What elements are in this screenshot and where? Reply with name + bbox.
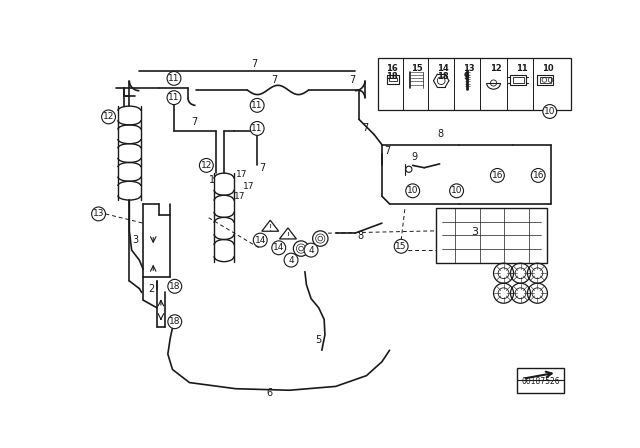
Bar: [538, 74, 553, 85]
Text: 2: 2: [148, 284, 154, 294]
Bar: [511, 74, 526, 85]
Bar: [540, 77, 550, 83]
Text: 11: 11: [168, 93, 180, 102]
Circle shape: [102, 110, 115, 124]
Bar: [389, 78, 397, 82]
Text: 5: 5: [316, 335, 322, 345]
Text: 18: 18: [169, 317, 180, 326]
Text: 16: 16: [492, 171, 503, 180]
Text: 13: 13: [463, 64, 475, 73]
Text: 15: 15: [396, 242, 407, 251]
Bar: [378, 58, 570, 110]
Text: 4: 4: [288, 256, 294, 265]
Circle shape: [531, 168, 545, 182]
Text: 11: 11: [168, 74, 180, 83]
Circle shape: [250, 99, 264, 112]
Text: 10: 10: [451, 186, 462, 195]
Text: 3: 3: [471, 227, 478, 237]
Circle shape: [543, 104, 557, 118]
Text: 16: 16: [532, 171, 544, 180]
Text: 8: 8: [357, 231, 364, 241]
Circle shape: [304, 243, 318, 257]
Text: 9: 9: [463, 72, 469, 81]
Text: 12: 12: [201, 161, 212, 170]
Circle shape: [92, 207, 106, 221]
Text: 18: 18: [437, 72, 449, 81]
Text: 8: 8: [437, 129, 444, 139]
Text: 15: 15: [411, 64, 423, 73]
Text: 14: 14: [273, 243, 284, 252]
Text: 18: 18: [169, 282, 180, 291]
Text: 3: 3: [132, 235, 139, 245]
Circle shape: [394, 239, 408, 253]
Circle shape: [253, 233, 267, 247]
Text: 6: 6: [266, 388, 273, 398]
Text: 7: 7: [271, 75, 277, 85]
Text: 7: 7: [384, 146, 390, 156]
Bar: [387, 75, 399, 84]
Text: 14: 14: [437, 64, 449, 73]
Text: 12: 12: [490, 64, 502, 73]
Text: 10: 10: [544, 107, 556, 116]
Text: 14: 14: [255, 236, 266, 245]
Text: 13: 13: [93, 209, 104, 219]
Text: 7: 7: [259, 163, 265, 173]
Circle shape: [406, 184, 420, 198]
Text: 00187526: 00187526: [521, 377, 560, 386]
Bar: [513, 77, 524, 83]
Text: 17: 17: [234, 192, 246, 201]
Text: 9: 9: [411, 152, 417, 162]
Text: 10: 10: [542, 64, 554, 73]
Text: !: !: [286, 232, 289, 241]
Text: 7: 7: [363, 123, 369, 133]
Circle shape: [490, 168, 504, 182]
Bar: [436, 208, 547, 263]
Circle shape: [167, 72, 181, 85]
Text: 17: 17: [236, 170, 248, 179]
Text: 7: 7: [191, 117, 197, 127]
Circle shape: [284, 253, 298, 267]
Circle shape: [168, 280, 182, 293]
Text: 7: 7: [251, 59, 257, 69]
Circle shape: [168, 315, 182, 329]
Text: 11: 11: [252, 101, 263, 110]
Text: 10: 10: [407, 186, 419, 195]
Text: 18: 18: [386, 72, 397, 81]
Text: 1: 1: [209, 175, 215, 185]
Text: 11: 11: [516, 64, 527, 73]
Text: 17: 17: [243, 181, 255, 190]
Text: 4: 4: [308, 246, 314, 254]
Text: 7: 7: [349, 75, 355, 85]
Bar: [516, 368, 564, 392]
Circle shape: [200, 159, 213, 172]
Circle shape: [272, 241, 285, 255]
Text: 11: 11: [252, 124, 263, 133]
Text: 12: 12: [103, 112, 114, 121]
Text: 16: 16: [386, 64, 397, 73]
Text: !: !: [269, 224, 272, 233]
Circle shape: [167, 90, 181, 104]
Circle shape: [450, 184, 463, 198]
Circle shape: [250, 121, 264, 135]
